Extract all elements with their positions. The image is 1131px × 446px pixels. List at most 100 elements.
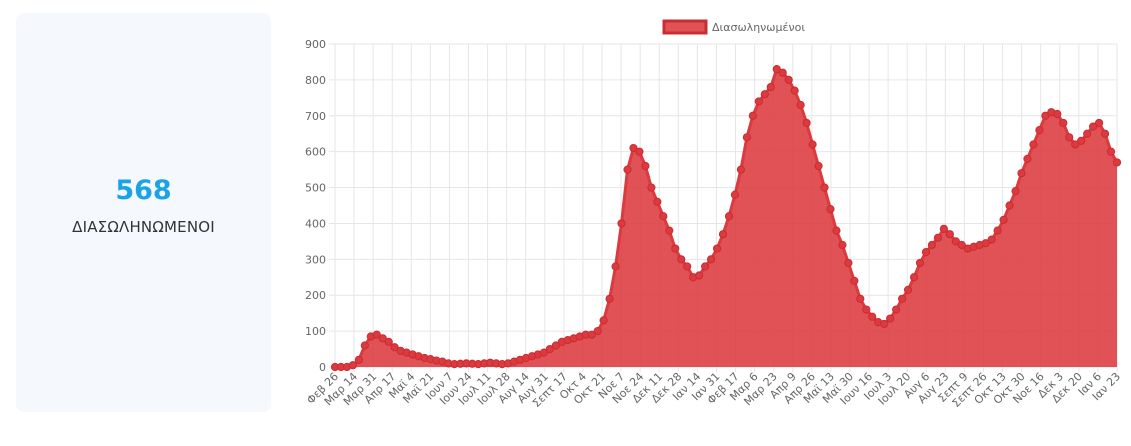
data-point — [718, 230, 728, 239]
data-point — [921, 248, 931, 257]
data-point — [880, 319, 889, 329]
data-point — [748, 111, 757, 120]
data-point — [384, 337, 393, 346]
data-point — [736, 165, 746, 174]
y-tick-label: 700 — [305, 110, 326, 123]
data-point — [348, 361, 358, 370]
data-point — [1071, 140, 1080, 149]
data-point — [539, 348, 549, 357]
data-point — [1005, 201, 1014, 210]
data-point — [981, 239, 990, 248]
data-point — [933, 233, 943, 242]
data-point — [796, 100, 805, 110]
data-point — [951, 237, 960, 246]
data-point — [957, 240, 966, 250]
data-point — [1041, 111, 1050, 120]
data-point — [671, 244, 680, 253]
data-point — [999, 215, 1008, 224]
data-point — [677, 255, 686, 264]
data-point — [372, 330, 381, 339]
data-point — [623, 165, 632, 174]
data-point — [778, 68, 787, 77]
legend-label: Διασωληνωμένοι — [712, 21, 805, 34]
data-point — [1029, 140, 1038, 149]
stat-value: 568 — [115, 175, 172, 206]
data-point — [629, 143, 638, 153]
series-area — [335, 69, 1117, 367]
data-point — [599, 316, 608, 325]
data-point — [653, 197, 662, 207]
data-point — [820, 183, 829, 192]
data-point — [1059, 118, 1068, 128]
data-point — [706, 255, 716, 264]
data-point — [354, 355, 363, 364]
data-point — [927, 240, 937, 250]
y-tick-label: 800 — [305, 74, 326, 87]
data-point — [659, 212, 668, 221]
data-point — [850, 276, 859, 285]
data-point — [701, 262, 710, 271]
data-point — [1017, 169, 1026, 178]
data-point — [802, 118, 811, 128]
data-point — [551, 341, 560, 350]
y-tick-label: 900 — [305, 38, 326, 51]
data-point — [730, 190, 740, 199]
data-point — [593, 327, 602, 336]
data-point — [1089, 122, 1098, 131]
data-point — [945, 230, 954, 239]
data-point — [1011, 187, 1020, 196]
chart-container: 0 100 200 300 400 500 600 700 800 900 Φεβ 26 Μαρ 14… — [290, 10, 1125, 440]
data-point — [665, 226, 674, 235]
data-point — [987, 235, 996, 244]
data-point — [760, 90, 769, 99]
data-point — [360, 341, 369, 350]
y-tick-label: 400 — [305, 217, 326, 230]
data-point — [378, 334, 387, 343]
y-tick-label: 600 — [305, 146, 326, 159]
data-point — [545, 344, 555, 354]
data-point — [897, 294, 907, 303]
data-point — [892, 305, 901, 314]
data-point — [903, 285, 913, 294]
data-point — [695, 271, 704, 280]
data-point — [772, 65, 781, 74]
data-point — [844, 258, 853, 268]
data-point — [1100, 129, 1110, 138]
data-point — [724, 212, 734, 221]
data-point — [641, 161, 650, 171]
data-point — [635, 147, 644, 156]
data-point — [1077, 136, 1086, 145]
y-tick-label: 100 — [305, 325, 326, 338]
data-point — [939, 224, 948, 233]
data-point — [766, 82, 775, 92]
data-point — [1023, 154, 1032, 163]
data-point — [1106, 147, 1116, 156]
data-point — [617, 219, 626, 228]
data-point — [862, 305, 871, 314]
data-point — [790, 86, 799, 95]
data-point — [742, 133, 751, 142]
data-point — [587, 330, 596, 339]
data-point — [1053, 109, 1062, 119]
y-tick-label: 200 — [305, 289, 326, 302]
data-point — [712, 244, 722, 253]
data-point — [832, 226, 841, 235]
data-point — [993, 226, 1002, 235]
data-point — [826, 204, 835, 214]
data-point — [1065, 133, 1074, 142]
stat-card: 568 ΔΙΑΣΩΛΗΝΩΜΕΝΟΙ — [16, 13, 271, 412]
data-point — [1094, 118, 1104, 128]
data-point — [605, 294, 614, 303]
data-point — [909, 273, 919, 282]
legend-swatch — [662, 19, 708, 35]
data-point — [886, 314, 895, 323]
series-points — [330, 65, 1122, 372]
data-point — [754, 97, 763, 106]
data-point — [856, 294, 865, 303]
y-tick-label: 0 — [319, 361, 326, 374]
data-point — [784, 75, 793, 84]
y-tick-label: 300 — [305, 253, 326, 266]
data-point — [915, 258, 925, 268]
data-point — [1112, 158, 1122, 167]
